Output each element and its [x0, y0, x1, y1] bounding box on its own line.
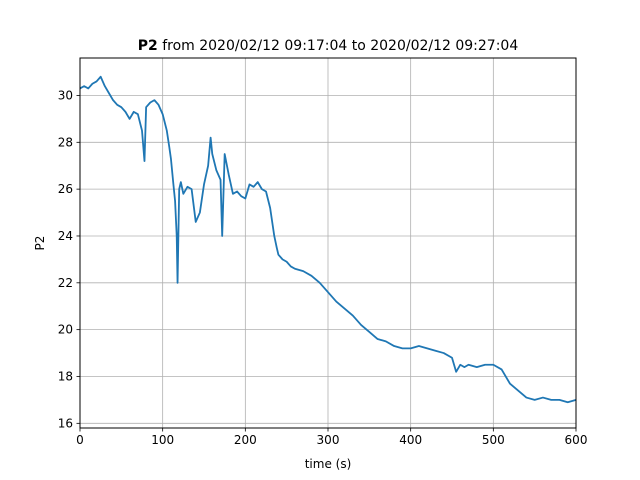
y-tick-label: 24	[58, 229, 73, 243]
x-tick-label: 600	[565, 433, 588, 447]
grid-lines	[79, 58, 577, 428]
y-tick-label: 22	[58, 276, 73, 290]
chart-title-rest: from 2020/02/12 09:17:04 to 2020/02/12 0…	[158, 38, 519, 54]
series-line-0	[79, 75, 577, 404]
series-layer	[79, 75, 577, 404]
y-tick-label: 26	[58, 182, 73, 196]
axis-ticks: 0 100 200 300 400 500 600 16 18 20 22 24 26 28 30	[58, 88, 588, 447]
y-tick-label: 30	[58, 88, 73, 102]
y-tick-label: 16	[58, 416, 73, 430]
x-tick-label: 200	[234, 433, 257, 447]
x-tick-label: 0	[76, 433, 84, 447]
x-tick-label: 400	[399, 433, 422, 447]
chart-title-bold: P2	[138, 38, 158, 54]
y-axis-label: P2	[33, 236, 47, 251]
y-tick-label: 20	[58, 323, 73, 337]
x-tick-label: 300	[317, 433, 340, 447]
plot-frame	[79, 57, 577, 429]
y-tick-label: 28	[58, 135, 73, 149]
x-tick-label: 100	[151, 433, 174, 447]
x-tick-label: 500	[482, 433, 505, 447]
chart-title: P2 from 2020/02/12 09:17:04 to 2020/02/1…	[138, 38, 519, 54]
y-tick-label: 18	[58, 369, 73, 383]
x-axis-label: time (s)	[305, 457, 352, 471]
